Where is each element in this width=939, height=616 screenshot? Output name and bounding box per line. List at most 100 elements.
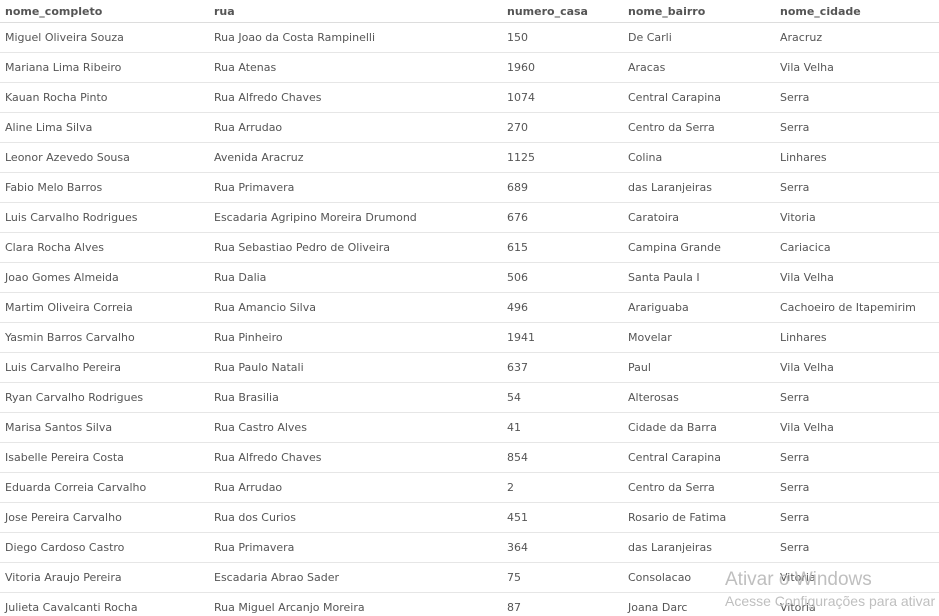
table-row[interactable]: Kauan Rocha Pinto Rua Alfredo Chaves 1074 C… — [0, 82, 939, 113]
table-row[interactable]: Isabelle Pereira Costa Rua Alfredo Chaves… — [0, 442, 939, 473]
table-row[interactable]: Clara Rocha Alves Rua Sebastiao Pedro de … — [0, 232, 939, 263]
table-row[interactable]: Yasmin Barros Carvalho Rua Pinheiro 1941 Mo… — [0, 322, 939, 353]
cell-numero-casa: 150 — [502, 22, 623, 53]
cell-nome-completo: Vitoria Araujo Pereira — [0, 562, 209, 593]
table-row[interactable]: Martim Oliveira Correia Rua Amancio Silva… — [0, 292, 939, 323]
table-row[interactable]: Vitoria Araujo Pereira Escadaria Abrao Sa… — [0, 562, 939, 593]
table-row[interactable]: Aline Lima Silva Rua Arrudao 270 Centro da … — [0, 112, 939, 143]
cell-nome-completo: Luis Carvalho Rodrigues — [0, 202, 209, 233]
cell-nome-cidade: Cachoeiro de Itapemirim — [775, 292, 939, 323]
table-row[interactable]: Miguel Oliveira Souza Rua Joao da Costa R… — [0, 22, 939, 53]
cell-nome-cidade: Serra — [775, 112, 939, 143]
table-row[interactable]: Leonor Azevedo Sousa Avenida Aracruz 1125 C… — [0, 142, 939, 173]
cell-nome-cidade: Aracruz — [775, 22, 939, 53]
cell-nome-cidade: Vila Velha — [775, 52, 939, 83]
cell-rua: Rua dos Curios — [209, 502, 502, 533]
cell-nome-cidade: Cariacica — [775, 232, 939, 263]
cell-nome-bairro: Santa Paula I — [623, 262, 775, 293]
cell-nome-bairro: Colina — [623, 142, 775, 173]
cell-rua: Rua Joao da Costa Rampinelli — [209, 22, 502, 53]
cell-nome-completo: Isabelle Pereira Costa — [0, 442, 209, 473]
cell-rua: Rua Brasilia — [209, 382, 502, 413]
cell-numero-casa: 75 — [502, 562, 623, 593]
cell-nome-bairro: Centro da Serra — [623, 112, 775, 143]
cell-nome-bairro: Caratoira — [623, 202, 775, 233]
cell-nome-completo: Martim Oliveira Correia — [0, 292, 209, 323]
table-row[interactable]: Diego Cardoso Castro Rua Primavera 364 das … — [0, 532, 939, 563]
cell-nome-bairro: Campina Grande — [623, 232, 775, 263]
cell-nome-completo: Luis Carvalho Pereira — [0, 352, 209, 383]
table-row[interactable]: Jose Pereira Carvalho Rua dos Curios 451 Ro… — [0, 502, 939, 533]
cell-rua: Rua Dalia — [209, 262, 502, 293]
cell-nome-completo: Aline Lima Silva — [0, 112, 209, 143]
cell-nome-cidade: Serra — [775, 172, 939, 203]
cell-numero-casa: 2 — [502, 472, 623, 503]
cell-nome-completo: Miguel Oliveira Souza — [0, 22, 209, 53]
cell-nome-completo: Ryan Carvalho Rodrigues — [0, 382, 209, 413]
cell-rua: Rua Primavera — [209, 172, 502, 203]
cell-rua: Rua Miguel Arcanjo Moreira — [209, 592, 502, 616]
cell-numero-casa: 451 — [502, 502, 623, 533]
cell-nome-bairro: Consolacao — [623, 562, 775, 593]
cell-nome-completo: Marisa Santos Silva — [0, 412, 209, 443]
cell-nome-completo: Eduarda Correia Carvalho — [0, 472, 209, 503]
cell-nome-bairro: Central Carapina — [623, 82, 775, 113]
cell-nome-cidade: Serra — [775, 382, 939, 413]
table-body: Miguel Oliveira Souza Rua Joao da Costa R… — [0, 22, 939, 616]
cell-numero-casa: 506 — [502, 262, 623, 293]
column-header-nome-bairro[interactable]: nome_bairro — [623, 0, 775, 23]
cell-nome-bairro: Paul — [623, 352, 775, 383]
cell-rua: Rua Arrudao — [209, 472, 502, 503]
table-row[interactable]: Ryan Carvalho Rodrigues Rua Brasilia 54 Alt… — [0, 382, 939, 413]
cell-numero-casa: 676 — [502, 202, 623, 233]
cell-nome-cidade: Vila Velha — [775, 412, 939, 443]
cell-nome-bairro: Centro da Serra — [623, 472, 775, 503]
cell-nome-cidade: Linhares — [775, 322, 939, 353]
table-row[interactable]: Eduarda Correia Carvalho Rua Arrudao 2 Cent… — [0, 472, 939, 503]
cell-numero-casa: 1125 — [502, 142, 623, 173]
cell-nome-cidade: Vila Velha — [775, 352, 939, 383]
cell-nome-completo: Clara Rocha Alves — [0, 232, 209, 263]
cell-nome-bairro: das Laranjeiras — [623, 172, 775, 203]
column-header-nome-cidade[interactable]: nome_cidade — [775, 0, 939, 23]
cell-numero-casa: 637 — [502, 352, 623, 383]
table-row[interactable]: Joao Gomes Almeida Rua Dalia 506 Santa Paul… — [0, 262, 939, 293]
cell-rua: Rua Castro Alves — [209, 412, 502, 443]
cell-nome-bairro: Aracas — [623, 52, 775, 83]
cell-rua: Rua Paulo Natali — [209, 352, 502, 383]
table-row[interactable]: Mariana Lima Ribeiro Rua Atenas 1960 Aracas… — [0, 52, 939, 83]
table-row[interactable]: Marisa Santos Silva Rua Castro Alves 41 Cid… — [0, 412, 939, 443]
cell-rua: Rua Atenas — [209, 52, 502, 83]
cell-nome-bairro: Cidade da Barra — [623, 412, 775, 443]
cell-nome-cidade: Vitoria — [775, 562, 939, 593]
cell-nome-completo: Joao Gomes Almeida — [0, 262, 209, 293]
cell-numero-casa: 1074 — [502, 82, 623, 113]
table-row[interactable]: Fabio Melo Barros Rua Primavera 689 das Lar… — [0, 172, 939, 203]
cell-nome-completo: Leonor Azevedo Sousa — [0, 142, 209, 173]
cell-nome-cidade: Vila Velha — [775, 262, 939, 293]
cell-numero-casa: 54 — [502, 382, 623, 413]
cell-rua: Avenida Aracruz — [209, 142, 502, 173]
cell-nome-bairro: Rosario de Fatima — [623, 502, 775, 533]
column-header-nome-completo[interactable]: nome_completo — [0, 0, 209, 23]
cell-numero-casa: 496 — [502, 292, 623, 323]
cell-nome-bairro: Movelar — [623, 322, 775, 353]
column-header-numero-casa[interactable]: numero_casa — [502, 0, 623, 23]
table-row[interactable]: Julieta Cavalcanti Rocha Rua Miguel Arcan… — [0, 592, 939, 616]
cell-nome-completo: Mariana Lima Ribeiro — [0, 52, 209, 83]
cell-rua: Rua Alfredo Chaves — [209, 82, 502, 113]
cell-numero-casa: 364 — [502, 532, 623, 563]
table-row[interactable]: Luis Carvalho Pereira Rua Paulo Natali 637… — [0, 352, 939, 383]
cell-nome-completo: Yasmin Barros Carvalho — [0, 322, 209, 353]
table-row[interactable]: Luis Carvalho Rodrigues Escadaria Agripin… — [0, 202, 939, 233]
cell-numero-casa: 689 — [502, 172, 623, 203]
cell-nome-cidade: Vitoria — [775, 202, 939, 233]
cell-nome-cidade: Serra — [775, 472, 939, 503]
cell-rua: Rua Alfredo Chaves — [209, 442, 502, 473]
cell-nome-cidade: Serra — [775, 502, 939, 533]
cell-rua: Rua Arrudao — [209, 112, 502, 143]
cell-rua: Rua Amancio Silva — [209, 292, 502, 323]
column-header-rua[interactable]: rua — [209, 0, 502, 23]
cell-rua: Escadaria Abrao Sader — [209, 562, 502, 593]
